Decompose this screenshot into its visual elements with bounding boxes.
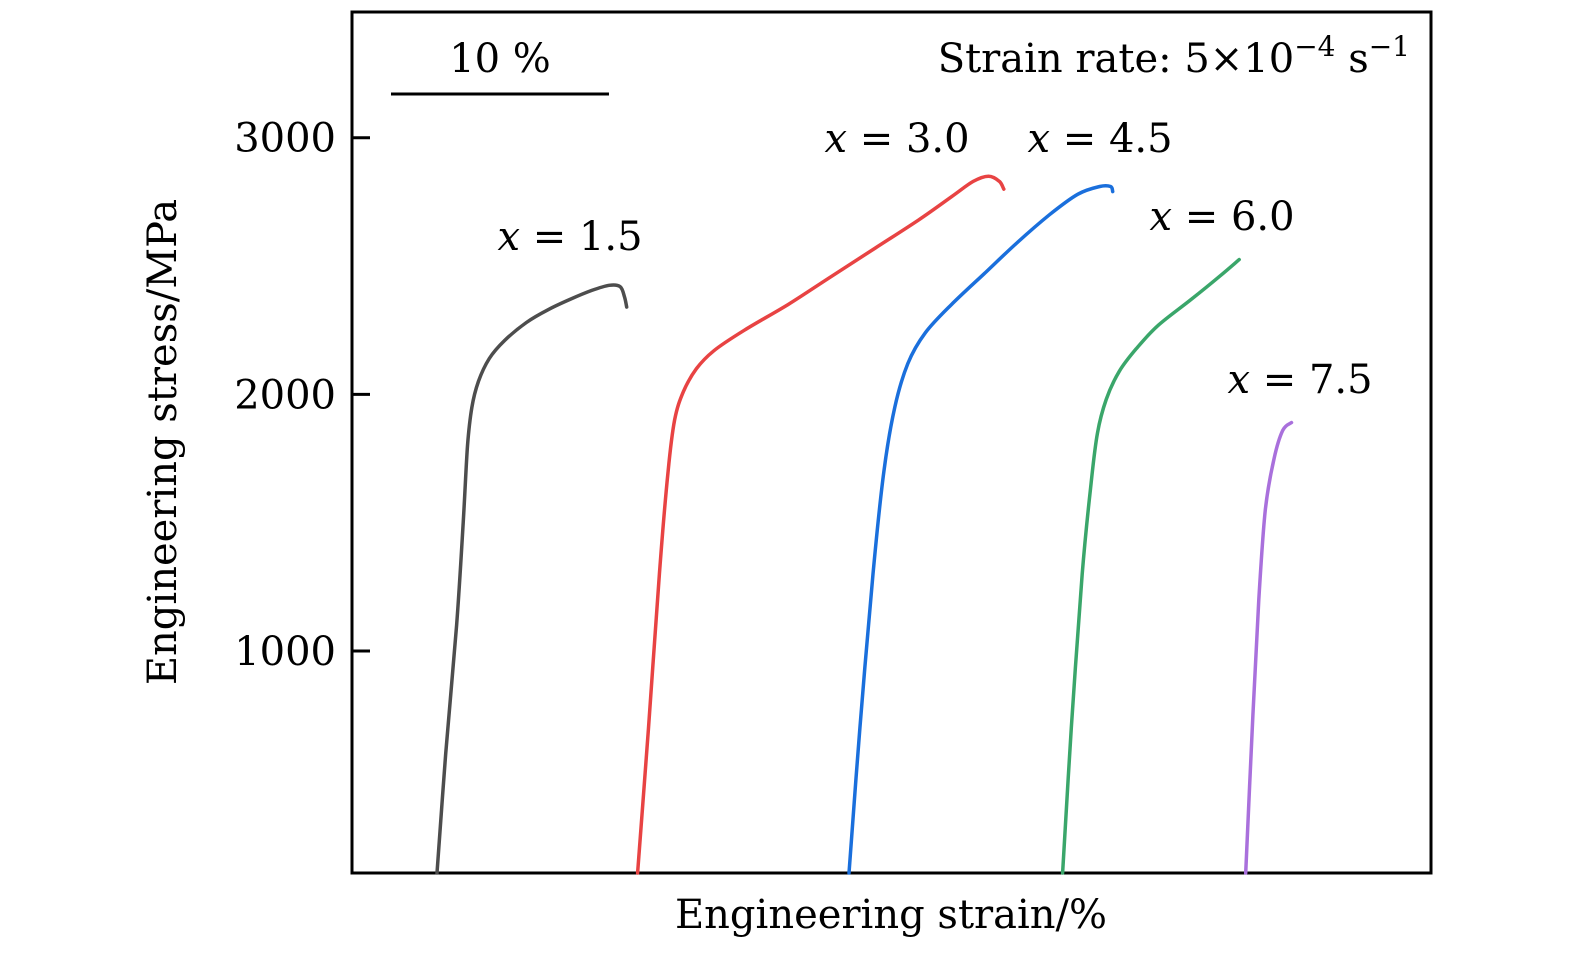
x-axis-title: Engineering strain/%: [675, 892, 1107, 938]
strain-rate-base: 10: [1243, 36, 1294, 82]
strain-rate-mantissa: 5: [1184, 36, 1209, 82]
series-label-7-5: x = 7.5: [1227, 357, 1372, 403]
y-tick-label: 3000: [234, 116, 336, 162]
series-label-6-0: x = 6.0: [1149, 194, 1294, 240]
series-label-value: = 6.0: [1172, 194, 1295, 240]
curves-group: [435, 174, 1294, 875]
plot-frame: [350, 10, 1433, 875]
y-axis-ticks: 1000 2000 3000: [234, 116, 370, 675]
series-label-variable: x: [1227, 357, 1250, 403]
series-label-value: = 1.5: [520, 214, 643, 260]
series-label-value: = 4.5: [1050, 116, 1173, 162]
y-tick-label: 2000: [234, 372, 336, 418]
series-line-3-0: [635, 174, 1006, 875]
series-line-1-5: [435, 283, 629, 875]
y-axis-title: Engineering stress/MPa: [140, 199, 186, 685]
series-label-variable: x: [1027, 116, 1050, 162]
series-label-variable: x: [824, 116, 847, 162]
strain-rate-annotation: Strain rate: 5×10−4 s−1: [938, 30, 1410, 82]
strain-rate-times: ×: [1210, 36, 1244, 82]
series-label-4-5: x = 4.5: [1027, 116, 1172, 162]
series-line-6-0: [1060, 257, 1241, 875]
series-line-7-5: [1243, 420, 1294, 875]
series-label-variable: x: [1149, 194, 1172, 240]
series-labels: x = 1.5x = 3.0 x = 4.5x = 6.0x = 7.5: [497, 116, 1372, 403]
series-label-value: = 7.5: [1250, 357, 1373, 403]
scale-bar-label: 10 %: [449, 36, 551, 82]
series-label-3-0: x = 3.0: [824, 116, 969, 162]
strain-rate-unit: s: [1348, 36, 1369, 82]
strain-rate-space: [1335, 36, 1348, 82]
series-label-value: = 3.0: [847, 116, 970, 162]
strain-rate-prefix: Strain rate:: [938, 36, 1185, 82]
strain-rate-exponent: −4: [1294, 30, 1335, 63]
strain-rate-unit-exponent: −1: [1369, 30, 1410, 63]
series-label-1-5: x = 1.5: [497, 214, 642, 260]
series-label-variable: x: [497, 214, 520, 260]
series-line-4-5: [847, 183, 1115, 875]
y-tick-label: 1000: [234, 629, 336, 675]
